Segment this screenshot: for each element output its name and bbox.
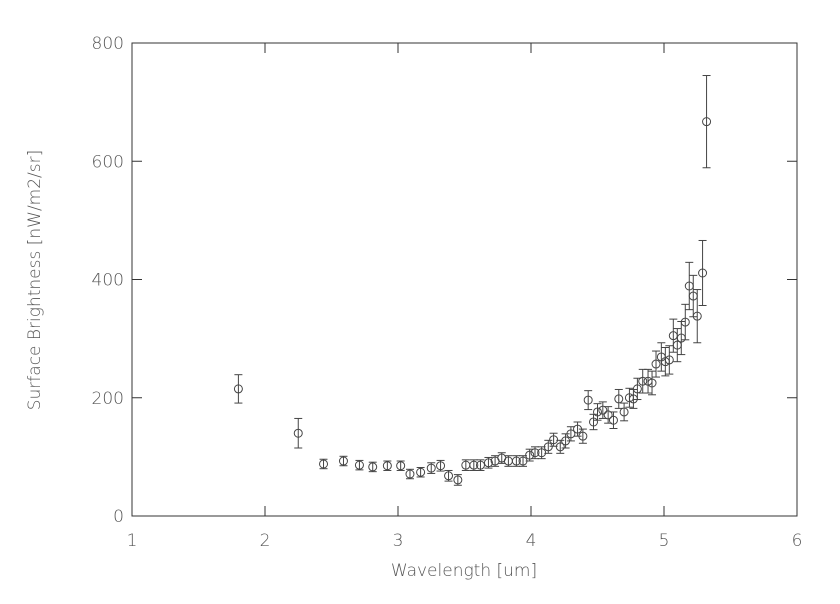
point	[619, 407, 629, 417]
y-tick-label: 800	[92, 34, 124, 54]
y-tick-label: 600	[92, 152, 124, 172]
point	[338, 456, 348, 466]
x-tick-label: 3	[393, 531, 404, 551]
point	[698, 268, 708, 278]
point	[598, 405, 608, 415]
point	[483, 458, 493, 468]
point	[382, 461, 392, 471]
point	[436, 461, 446, 471]
point	[416, 467, 426, 477]
point	[638, 376, 648, 386]
point	[664, 355, 674, 365]
point	[469, 460, 479, 470]
point	[651, 359, 661, 369]
x-axis-label: Wavelength [um]	[391, 561, 537, 581]
point	[583, 395, 593, 405]
point	[511, 456, 521, 466]
y-axis-label: Surface Brightness [nW/m2/sr]	[25, 150, 45, 411]
point	[632, 384, 642, 394]
x-tick-label: 4	[526, 531, 537, 551]
point	[692, 311, 702, 321]
point	[589, 417, 599, 427]
point	[530, 448, 540, 458]
point	[444, 471, 454, 481]
point	[614, 394, 624, 404]
point	[233, 384, 243, 394]
point	[396, 461, 406, 471]
point	[453, 475, 463, 485]
y-tick-label: 400	[92, 271, 124, 291]
point	[525, 450, 535, 460]
point	[680, 317, 690, 327]
point	[593, 407, 602, 417]
point	[578, 431, 588, 441]
plot-frame	[131, 42, 798, 517]
y-tick-label: 200	[92, 389, 124, 409]
point	[549, 435, 559, 445]
x-tick-label: 2	[260, 531, 271, 551]
point	[475, 460, 485, 470]
point	[543, 442, 553, 452]
point	[405, 469, 415, 479]
y-tick-label: 0	[113, 507, 124, 527]
point	[702, 117, 712, 127]
x-tick-label: 6	[792, 531, 803, 551]
point	[426, 463, 436, 473]
point	[293, 428, 303, 438]
point	[555, 442, 565, 452]
x-tick-label: 5	[659, 531, 670, 551]
point	[647, 378, 657, 388]
point	[608, 415, 618, 425]
x-tick-label: 1	[127, 531, 138, 551]
point	[319, 459, 329, 469]
point	[566, 429, 576, 439]
point	[354, 460, 364, 470]
point	[368, 462, 378, 472]
point	[537, 448, 547, 458]
point	[603, 410, 613, 420]
